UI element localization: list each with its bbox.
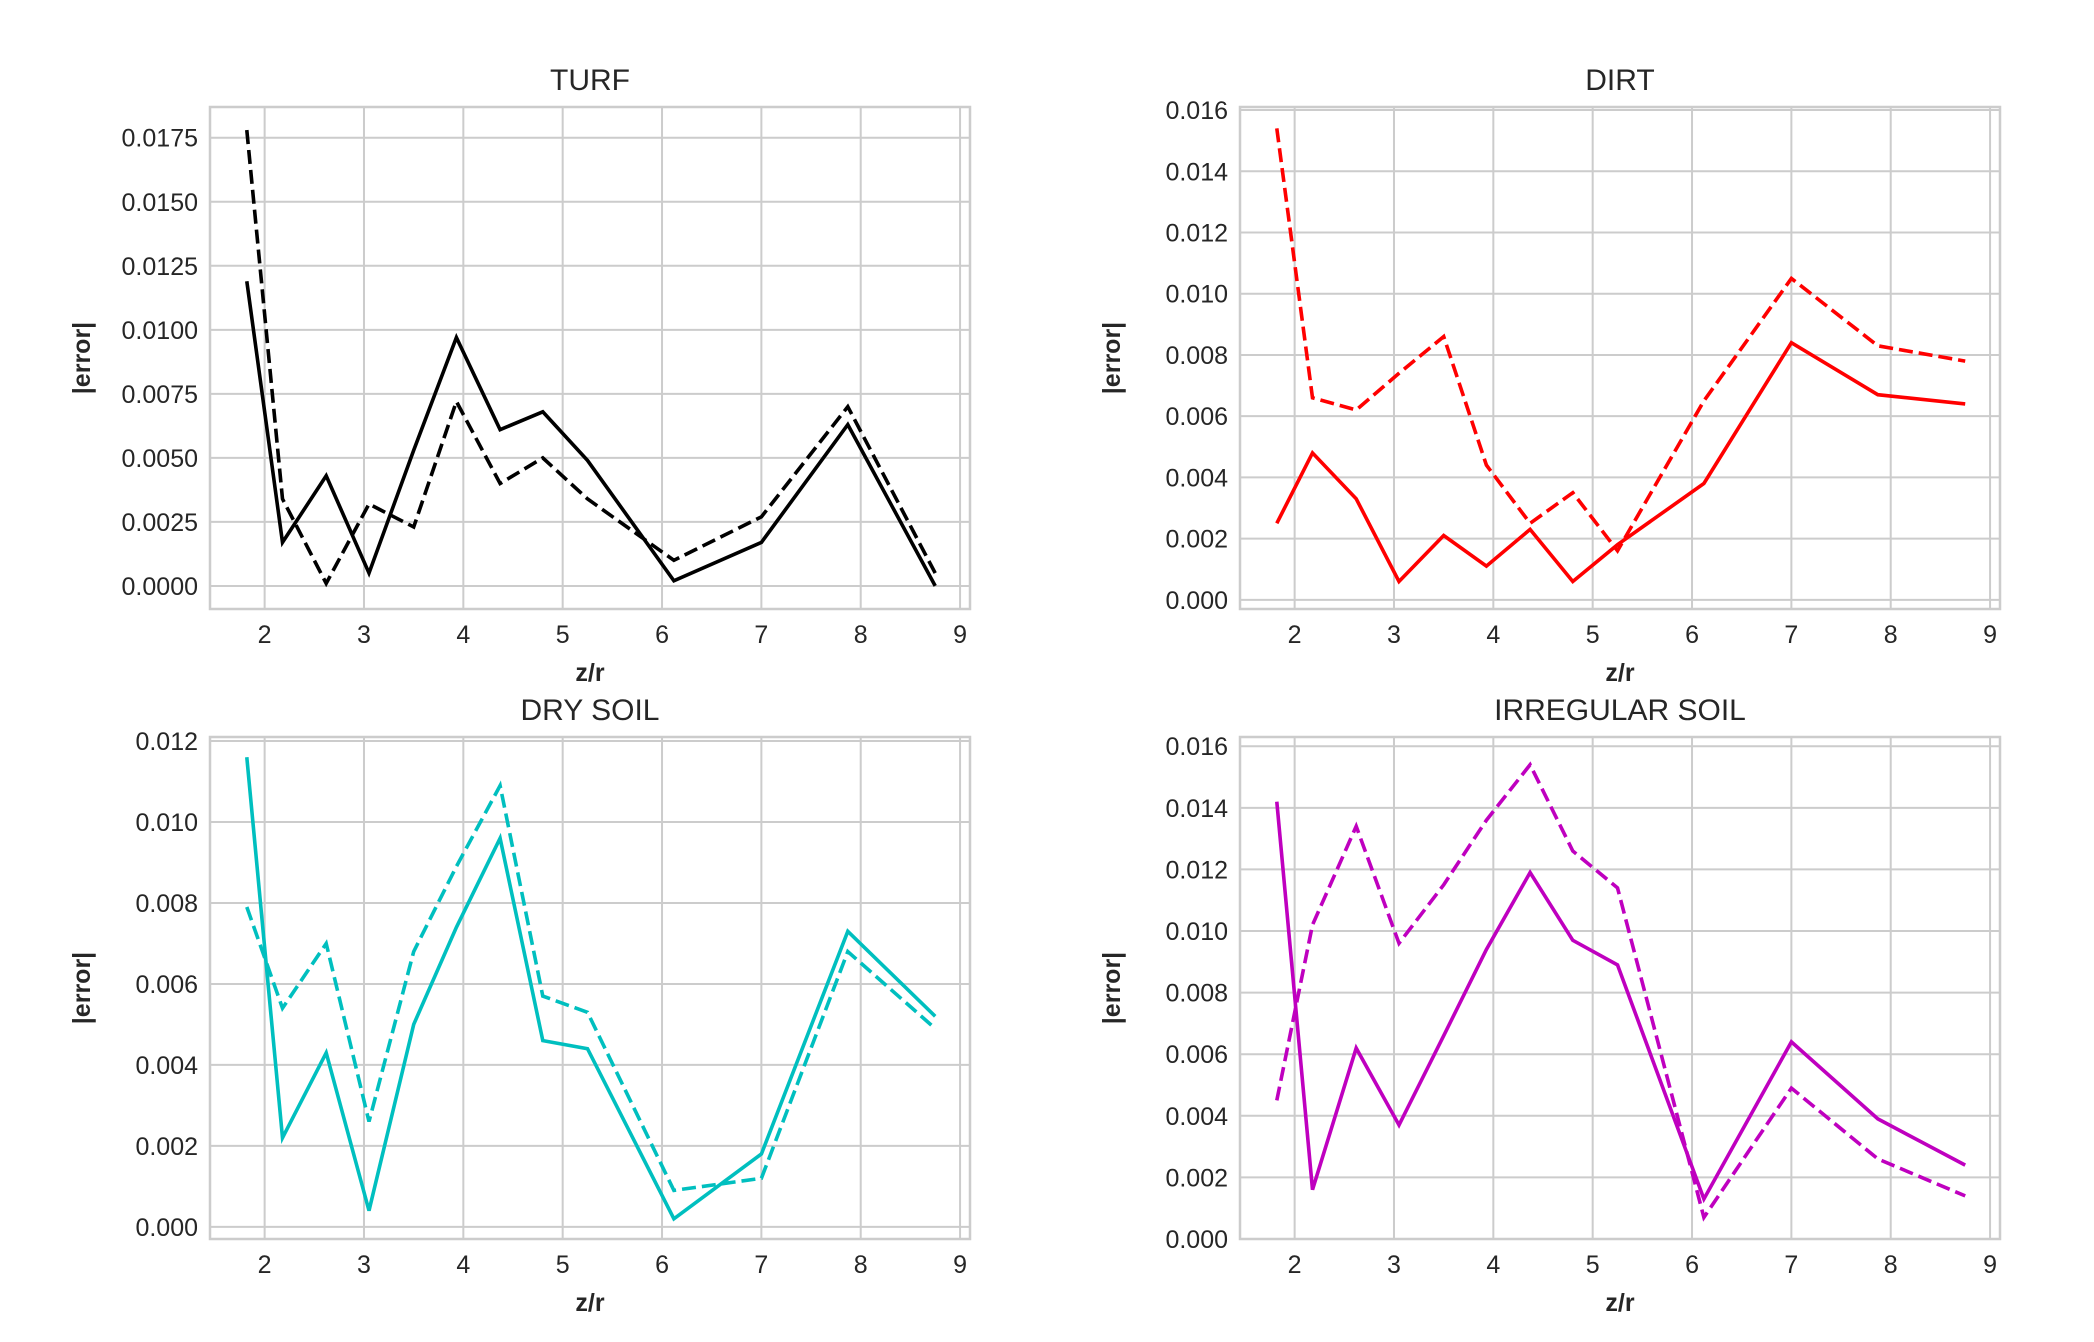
x-axis-label: z/r [575, 659, 604, 687]
plot-frame [208, 105, 972, 611]
y-tick-label: 0.014 [1165, 795, 1228, 823]
y-tick-label: 0.0175 [122, 125, 198, 153]
x-tick-label: 8 [854, 1251, 868, 1279]
y-tick-label: 0.012 [1165, 220, 1228, 248]
x-tick-label: 7 [754, 1251, 768, 1279]
y-tick-label: 0.010 [1165, 918, 1228, 946]
y-tick-label: 0.002 [1165, 526, 1228, 554]
chart-title: TURF [550, 64, 630, 97]
x-tick-label: 2 [258, 1251, 272, 1279]
x-tick-label: 2 [1288, 621, 1302, 649]
x-axis-label: z/r [1605, 659, 1634, 687]
x-tick-label: 6 [1685, 1251, 1699, 1279]
x-tick-label: 4 [456, 1251, 470, 1279]
x-tick-label: 2 [258, 621, 272, 649]
series-line-dashed [1275, 128, 1966, 555]
x-tick-label: 9 [1983, 1251, 1997, 1279]
x-tick-label: 3 [357, 1251, 371, 1279]
subplot-1: 2 3 4 5 6 7 8 9 0.000 0.002 0.004 0.006 0.008 0.010 0.… [1098, 64, 2002, 687]
y-tick-label: 0.004 [135, 1052, 198, 1080]
y-tick-label: 0.000 [1165, 1226, 1228, 1254]
y-tick-label: 0.016 [1165, 733, 1228, 761]
y-tick-label: 0.0000 [122, 573, 198, 601]
series-line-dashed [1275, 761, 1966, 1222]
x-tick-label: 5 [556, 621, 570, 649]
y-axis-label: |error| [1098, 952, 1126, 1024]
x-tick-label: 8 [854, 621, 868, 649]
y-tick-label: 0.0100 [122, 317, 198, 345]
x-tick-label: 6 [655, 1251, 669, 1279]
x-tick-label: 8 [1884, 621, 1898, 649]
x-tick-label: 7 [1784, 621, 1798, 649]
x-tick-label: 6 [655, 621, 669, 649]
y-tick-label: 0.004 [1165, 1103, 1228, 1131]
chart-title: DRY SOIL [521, 694, 660, 727]
x-tick-label: 4 [1486, 621, 1500, 649]
x-tick-label: 5 [1586, 1251, 1600, 1279]
y-tick-label: 0.0125 [122, 253, 198, 281]
y-tick-label: 0.002 [135, 1133, 198, 1161]
y-tick-label: 0.0050 [122, 445, 198, 473]
x-tick-label: 5 [1586, 621, 1600, 649]
plot-frame [1238, 105, 2002, 611]
x-tick-label: 6 [1685, 621, 1699, 649]
plot-frame [1238, 735, 2002, 1241]
y-tick-label: 0.0025 [122, 509, 198, 537]
series-line-solid [1275, 801, 1967, 1204]
x-tick-label: 7 [1784, 1251, 1798, 1279]
x-axis-label: z/r [1605, 1289, 1634, 1317]
x-tick-label: 4 [456, 621, 470, 649]
subplot-2: 2 3 4 5 6 7 8 9 0.000 0.002 0.004 0.006 0.008 0.010 0.… [68, 694, 972, 1317]
x-axis-label: z/r [575, 1289, 604, 1317]
chart-title: DIRT [1585, 64, 1654, 97]
subplot-0: 2 3 4 5 6 7 8 9 0.0000 0.0025 0.0050 0.0075 0.0100 0.… [68, 64, 972, 687]
y-tick-label: 0.016 [1165, 97, 1228, 125]
x-tick-label: 8 [1884, 1251, 1898, 1279]
y-tick-label: 0.012 [135, 728, 198, 756]
x-tick-label: 4 [1486, 1251, 1500, 1279]
y-tick-label: 0.006 [1165, 403, 1228, 431]
y-tick-label: 0.008 [1165, 980, 1228, 1008]
y-axis-label: |error| [1098, 322, 1126, 394]
series-line-solid [245, 280, 937, 587]
x-tick-label: 9 [1983, 621, 1997, 649]
x-tick-label: 3 [1387, 1251, 1401, 1279]
y-tick-label: 0.008 [135, 890, 198, 918]
series-line-solid [245, 757, 937, 1222]
x-tick-label: 2 [1288, 1251, 1302, 1279]
y-tick-label: 0.0150 [122, 189, 198, 217]
y-tick-label: 0.008 [1165, 342, 1228, 370]
x-tick-label: 3 [357, 621, 371, 649]
y-tick-label: 0.014 [1165, 158, 1228, 186]
y-axis-label: |error| [68, 952, 96, 1024]
subplot-3: 2 3 4 5 6 7 8 9 0.000 0.002 0.004 0.006 0.008 0.010 0.… [1098, 694, 2002, 1317]
y-tick-label: 0.000 [1165, 587, 1228, 615]
y-tick-label: 0.010 [1165, 281, 1228, 309]
x-tick-label: 5 [556, 1251, 570, 1279]
y-tick-label: 0.010 [135, 809, 198, 837]
x-tick-label: 7 [754, 621, 768, 649]
series-line-dashed [245, 780, 937, 1193]
y-tick-label: 0.000 [135, 1214, 198, 1242]
y-tick-label: 0.006 [1165, 1041, 1228, 1069]
y-tick-label: 0.002 [1165, 1164, 1228, 1192]
y-tick-label: 0.004 [1165, 464, 1228, 492]
chart-title: IRREGULAR SOIL [1494, 694, 1746, 727]
series-line-dashed [245, 129, 937, 588]
x-tick-label: 9 [953, 621, 967, 649]
y-tick-label: 0.006 [135, 971, 198, 999]
x-tick-label: 3 [1387, 621, 1401, 649]
y-axis-label: |error| [68, 322, 96, 394]
x-tick-label: 9 [953, 1251, 967, 1279]
y-tick-label: 0.012 [1165, 856, 1228, 884]
plot-frame [208, 735, 972, 1241]
y-tick-label: 0.0075 [122, 381, 198, 409]
